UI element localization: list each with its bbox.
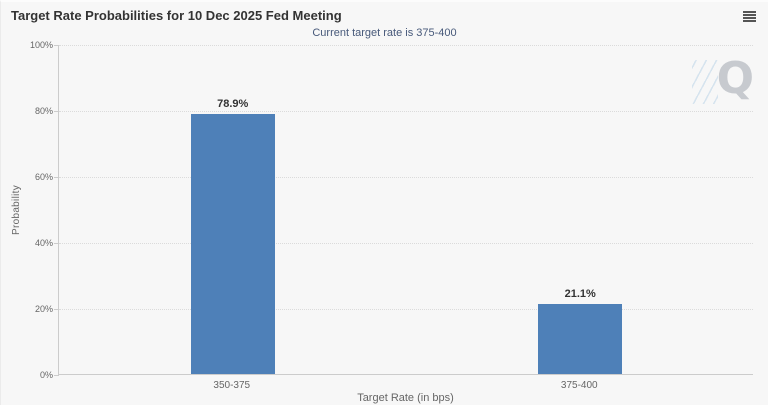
gridline-80 (59, 111, 753, 112)
plot-area: 78.9% 21.1% (54, 45, 753, 376)
gridline-20 (59, 309, 753, 310)
x-category-label: 375-400 (560, 380, 598, 391)
y-tick-label: 0% (39, 370, 53, 380)
x-axis-title: Target Rate (in bps) (357, 392, 454, 404)
watermark-q-letter: Q (716, 53, 754, 104)
y-tick-label: 80% (34, 106, 53, 116)
y-tick-mark (54, 177, 59, 178)
y-tick-mark (54, 45, 59, 46)
hamburger-icon[interactable] (737, 6, 761, 26)
y-tick-mark (54, 243, 59, 244)
bar-value-label: 21.1% (564, 288, 596, 300)
bar-value-label: 78.9% (217, 98, 249, 110)
y-tick-mark (54, 309, 59, 310)
bar-350-375[interactable] (190, 114, 275, 374)
y-axis-title: Probability (11, 185, 22, 235)
gridline-40 (59, 243, 753, 244)
gridline-60 (59, 177, 753, 178)
y-tick-mark (54, 375, 59, 376)
chart-subtitle: Current target rate is 375-400 (312, 27, 457, 39)
bar-375-400[interactable] (538, 304, 623, 374)
y-tick-label: 40% (34, 238, 53, 248)
watermark-dashes-icon (692, 60, 718, 104)
gridline-100 (59, 45, 753, 46)
y-tick-mark (54, 111, 59, 112)
y-tick-label: 100% (29, 40, 53, 50)
x-category-label: 350-375 (213, 380, 251, 391)
chart-title: Target Rate Probabilities for 10 Dec 202… (11, 8, 342, 23)
y-tick-label: 60% (34, 172, 53, 182)
watermark-logo: Q (692, 52, 756, 114)
y-tick-label: 20% (34, 304, 53, 314)
